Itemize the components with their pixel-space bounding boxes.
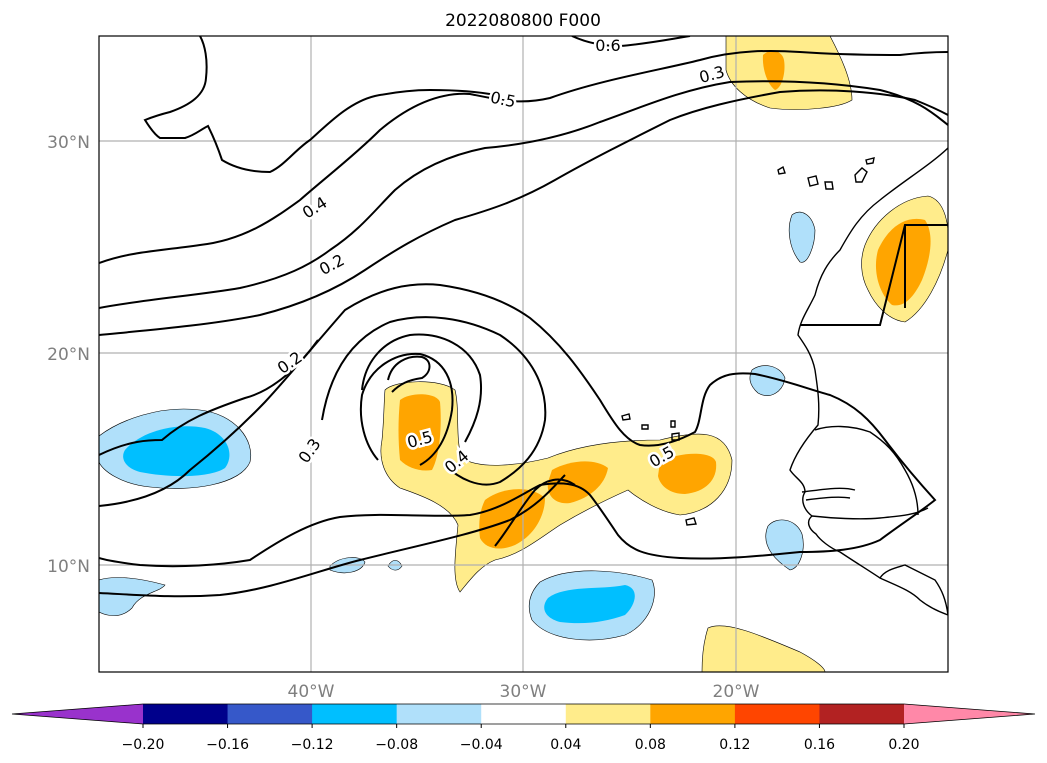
contour-0-5 — [99, 49, 948, 264]
colorbar-tick-label: 0.08 — [635, 737, 666, 753]
contour-ring-outer — [321, 316, 547, 486]
map-panel: 0.6 0.5 0.3 0.4 0.2 0.2 0.3 0.5 0.4 0.5 — [99, 36, 948, 672]
map-title: 2022080800 F000 — [445, 11, 601, 31]
contour-0-3 — [99, 89, 948, 336]
canary-island-5 — [865, 157, 875, 165]
guinea-border — [879, 564, 948, 616]
colorbar: −0.20 −0.16 −0.12 −0.08 −0.04 0.04 0.08 0.12 0.1… — [11, 703, 1036, 753]
colorbar-tick-label: −0.08 — [375, 737, 418, 753]
contour-east-0-5 — [494, 478, 576, 547]
contour-label: 0.6 — [595, 36, 620, 55]
cape-verde-3 — [670, 420, 676, 428]
neg-area-cape-verde-north — [749, 365, 786, 396]
africa-coastline — [789, 147, 948, 616]
colorbar-extend-max — [904, 704, 1035, 724]
lon-label-30w: 30°W — [500, 682, 547, 702]
colorbar-segment — [734, 704, 820, 724]
colorbar-segment — [143, 704, 229, 724]
canary-island-1 — [777, 165, 786, 175]
neg-area-senegal-coast — [765, 519, 804, 571]
colorbar-tick-label: 0.16 — [804, 737, 835, 753]
contour-0-6 — [571, 36, 691, 48]
latitude-labels: 30°N 20°N 10°N — [47, 133, 90, 577]
colorbar-segment — [650, 704, 736, 724]
colorbar-segment — [396, 704, 482, 724]
longitude-labels: 40°W 30°W 20°W — [288, 682, 760, 702]
positive-anomaly-areas — [380, 36, 948, 672]
pos-area-southeast — [701, 625, 826, 672]
mauritania-senegal-border — [814, 425, 919, 516]
pos-area-core-4 — [658, 453, 717, 494]
guinea-bissau-border — [811, 507, 929, 520]
negative-anomaly-areas — [99, 211, 816, 641]
map-frame — [98, 35, 949, 673]
contour-ring-core — [387, 355, 431, 393]
colorbar-tick-label: 0.12 — [719, 737, 750, 753]
cape-verde-1 — [621, 413, 631, 421]
canary-island-3 — [824, 181, 834, 190]
colorbar-segment — [227, 704, 313, 724]
lat-label-10n: 10°N — [47, 557, 90, 577]
contour-ring-middle — [361, 333, 482, 443]
cape-verde-5 — [685, 517, 697, 526]
colorbar-tick-label: −0.20 — [122, 737, 165, 753]
colorbar-tick-label: −0.16 — [206, 737, 249, 753]
colorbar-tick-label: −0.12 — [291, 737, 334, 753]
colorbar-segment — [481, 704, 567, 724]
contour-0-2 — [99, 283, 937, 568]
contour-inner-0-3 — [99, 339, 319, 456]
colorbar-extend-min — [12, 704, 143, 724]
neg-area-west-core — [123, 426, 230, 477]
contour-lines — [99, 36, 948, 598]
lat-label-30n: 30°N — [47, 133, 90, 153]
colorbar-tick-label: −0.04 — [460, 737, 503, 753]
contour-upper-left — [143, 36, 496, 174]
contour-0-4 — [99, 80, 948, 309]
cape-verde-2 — [641, 424, 649, 430]
contour-0-4-low — [99, 474, 566, 598]
lat-label-20n: 20°N — [47, 345, 90, 365]
canary-island-2 — [807, 175, 819, 187]
colorbar-segment — [565, 704, 651, 724]
lon-label-40w: 40°W — [288, 682, 335, 702]
pos-area-core-1 — [398, 394, 441, 471]
pos-area-core-3 — [547, 461, 608, 504]
coastlines — [621, 147, 948, 616]
colorbar-tick-label: 0.04 — [550, 737, 581, 753]
colorbar-segment — [312, 704, 398, 724]
pos-area-north-core — [762, 50, 785, 90]
neg-area-southwest — [99, 577, 166, 616]
lon-label-20w: 20°W — [713, 682, 760, 702]
neg-area-central-south-core — [544, 585, 635, 624]
colorbar-tick-label: 0.20 — [888, 737, 919, 753]
boundary-line — [800, 224, 948, 326]
gambia-border — [801, 487, 856, 501]
colorbar-segment — [819, 704, 905, 724]
neg-area-canaries-west — [788, 211, 816, 263]
canary-island-4 — [854, 167, 868, 183]
contour-ring-inner — [359, 352, 454, 466]
